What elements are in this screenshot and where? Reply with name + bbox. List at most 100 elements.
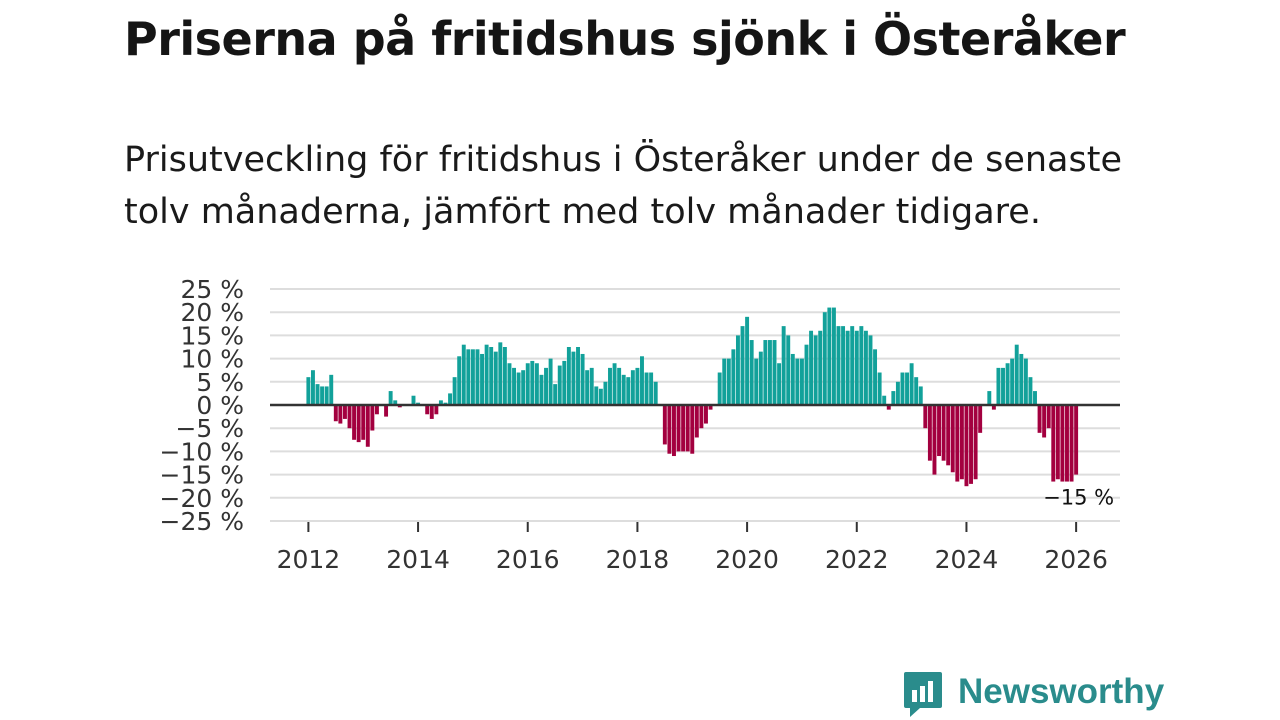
bar	[612, 363, 617, 405]
bar	[681, 405, 686, 452]
bar	[644, 372, 649, 405]
bar	[608, 367, 612, 405]
bar	[429, 405, 434, 419]
bar	[617, 367, 622, 405]
bar	[809, 330, 814, 405]
bar	[964, 405, 969, 487]
bar	[489, 347, 494, 405]
bar	[1028, 377, 1033, 405]
bar	[767, 340, 772, 405]
bar	[1065, 405, 1069, 482]
bar	[891, 391, 896, 405]
x-tick-label: 2016	[496, 545, 560, 574]
grid-lines	[270, 288, 1120, 522]
bar	[635, 367, 640, 405]
y-tick-label: −10 %	[160, 437, 244, 466]
bar	[932, 405, 937, 475]
bar	[365, 405, 370, 447]
y-tick-label: −25 %	[160, 507, 244, 536]
bar	[676, 405, 681, 452]
bar	[649, 372, 654, 405]
y-tick-label: 20 %	[180, 298, 244, 327]
bar	[1014, 344, 1019, 405]
bar	[978, 405, 983, 433]
subtitle-line-1: Prisutveckling för fritidshus i Österåke…	[124, 140, 1122, 180]
bar	[886, 405, 891, 410]
bar	[822, 312, 827, 405]
bar	[521, 370, 526, 405]
y-tick-label: −5 %	[175, 414, 244, 443]
bar	[333, 405, 338, 422]
bar	[694, 405, 699, 438]
bar	[374, 405, 379, 415]
bar	[626, 377, 631, 405]
bar	[393, 400, 398, 405]
bar	[342, 405, 347, 419]
bar	[534, 363, 539, 405]
bar	[425, 405, 430, 415]
bar	[854, 330, 859, 405]
bar	[836, 326, 841, 405]
bar	[1010, 358, 1015, 405]
bar	[516, 372, 521, 405]
bar	[987, 391, 992, 405]
bar	[955, 405, 960, 482]
bar	[1037, 405, 1042, 433]
annotations: −15 %	[1043, 486, 1114, 510]
bar	[704, 405, 708, 424]
bar	[329, 374, 334, 405]
bar	[480, 353, 485, 405]
bar	[777, 363, 782, 405]
bar	[859, 326, 864, 405]
bar	[1001, 367, 1005, 405]
bar	[544, 367, 548, 405]
bar	[863, 330, 868, 405]
bar	[790, 353, 795, 405]
bar	[1023, 358, 1028, 405]
bar	[539, 374, 544, 405]
bar	[818, 330, 823, 405]
bar	[905, 372, 910, 405]
bar	[324, 386, 329, 405]
bar	[950, 405, 955, 473]
bar	[1046, 405, 1051, 429]
bar	[754, 358, 759, 405]
bar	[918, 386, 923, 405]
bar	[1074, 405, 1079, 475]
bar	[461, 344, 466, 405]
bar	[553, 384, 558, 405]
y-tick-label: −15 %	[160, 461, 244, 490]
bar	[315, 384, 320, 405]
bar	[512, 367, 516, 405]
bar	[799, 358, 804, 405]
bar	[1019, 353, 1024, 405]
bar	[923, 405, 928, 429]
bar	[868, 335, 873, 405]
bar	[452, 377, 457, 405]
bar	[827, 307, 832, 405]
bar	[662, 405, 667, 445]
bar	[996, 367, 1001, 405]
bar-series	[306, 307, 1079, 487]
bar	[850, 326, 855, 405]
bar	[927, 405, 932, 461]
bar	[1069, 405, 1074, 482]
bar	[740, 326, 745, 405]
bar	[900, 372, 905, 405]
bar	[672, 405, 676, 457]
bar	[804, 344, 809, 405]
x-tick-label: 2020	[715, 545, 779, 574]
bar	[384, 405, 389, 417]
y-tick-label: 5 %	[196, 368, 244, 397]
bar	[484, 344, 489, 405]
bar	[630, 370, 635, 405]
bar	[653, 381, 658, 405]
bar	[498, 342, 503, 405]
x-tick-label: 2026	[1044, 545, 1108, 574]
y-tick-label: −20 %	[160, 484, 244, 513]
newsworthy-logo-icon	[904, 672, 942, 717]
chart-title: Priserna på fritidshus sjönk i Österåker	[124, 12, 1126, 66]
bar	[438, 400, 443, 405]
bar	[877, 372, 882, 405]
